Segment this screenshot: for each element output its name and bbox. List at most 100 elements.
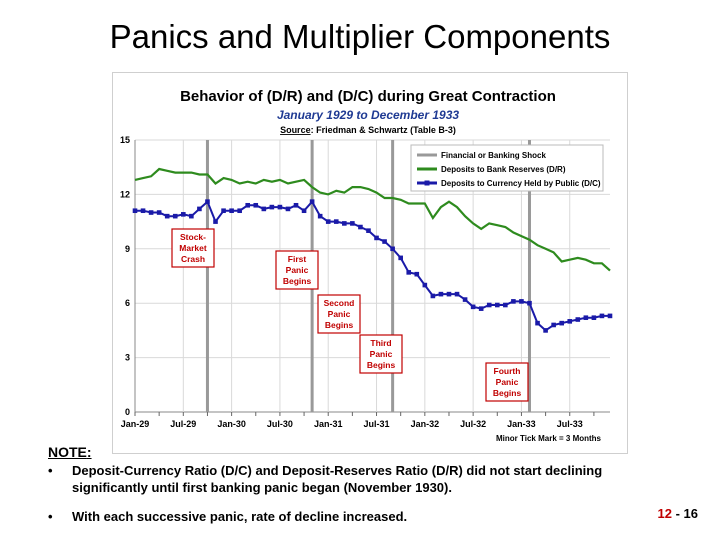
dc-data-point bbox=[454, 291, 460, 297]
dc-data-point bbox=[285, 206, 291, 212]
minor-tick-note: Minor Tick Mark = 3 Months bbox=[496, 434, 602, 443]
annotation-text: Begins bbox=[367, 360, 396, 370]
chart-source: Source: Friedman & Schwartz (Table B-3) bbox=[280, 125, 456, 135]
dc-data-point bbox=[148, 210, 154, 215]
annotation-box bbox=[485, 362, 529, 402]
annotation-text: Panic bbox=[328, 309, 351, 319]
legend-label: Deposits to Bank Reserves (D/R) bbox=[441, 165, 566, 174]
annotation-text: Second bbox=[324, 298, 355, 308]
dc-data-point bbox=[478, 306, 484, 311]
annotation-text: Panic bbox=[286, 265, 309, 275]
dc-data-point bbox=[575, 317, 581, 322]
y-tick-label: 9 bbox=[125, 244, 130, 254]
dc-data-point bbox=[140, 208, 146, 214]
dc-data-point bbox=[535, 320, 540, 326]
x-tick-label: Jan-32 bbox=[411, 419, 440, 429]
chart-source-text: : Friedman & Schwartz (Table B-3) bbox=[311, 125, 456, 135]
dc-data-point bbox=[462, 297, 468, 302]
x-tick-label: Jul-32 bbox=[460, 419, 486, 429]
dc-data-point bbox=[494, 302, 500, 308]
dc-data-point bbox=[333, 219, 339, 224]
note-label: NOTE: bbox=[48, 444, 92, 460]
dc-data-point bbox=[567, 319, 573, 324]
y-tick-label: 12 bbox=[120, 189, 130, 199]
dc-data-point bbox=[301, 208, 307, 214]
dc-data-point bbox=[583, 315, 589, 321]
dc-data-point bbox=[591, 315, 597, 321]
annotation-text: First bbox=[288, 254, 307, 264]
dc-data-point bbox=[486, 302, 492, 308]
y-tick-label: 3 bbox=[125, 353, 130, 363]
dc-data-point bbox=[189, 213, 194, 219]
x-tick-label: Jul-33 bbox=[557, 419, 583, 429]
x-tick-label: Jul-29 bbox=[170, 419, 196, 429]
x-tick-label: Jan-30 bbox=[217, 419, 246, 429]
slide-title: Panics and Multiplier Components bbox=[109, 18, 611, 55]
y-tick-label: 6 bbox=[125, 298, 130, 308]
dc-data-point bbox=[374, 235, 379, 241]
annotation-text: Begins bbox=[283, 276, 312, 286]
dc-data-point bbox=[358, 224, 363, 230]
dc-data-point bbox=[132, 208, 138, 214]
annotation-text: Panic bbox=[370, 349, 393, 359]
legend-marker bbox=[424, 180, 430, 186]
annotation-text: Crash bbox=[181, 254, 205, 264]
dc-data-point bbox=[181, 212, 186, 217]
dc-data-point bbox=[446, 291, 452, 297]
dc-data-point bbox=[229, 208, 234, 214]
dc-series-line bbox=[135, 199, 610, 332]
dc-data-point bbox=[503, 302, 508, 308]
bullet-text: With each successive panic, rate of decl… bbox=[72, 509, 408, 524]
dc-data-point bbox=[213, 219, 218, 224]
y-tick-label: 0 bbox=[125, 407, 130, 417]
dc-data-point bbox=[342, 221, 347, 226]
annotation-text: Stock- bbox=[180, 232, 206, 242]
dc-data-point bbox=[543, 328, 548, 333]
dc-data-point bbox=[350, 221, 355, 226]
dc-data-point bbox=[261, 206, 267, 212]
x-tick-label: Jul-30 bbox=[267, 419, 293, 429]
dc-data-point bbox=[221, 208, 226, 214]
chart-title: Behavior of (D/R) and (D/C) during Great… bbox=[180, 88, 556, 105]
legend-box bbox=[410, 144, 604, 192]
dc-data-point bbox=[277, 204, 283, 210]
dr-series-line bbox=[134, 167, 611, 272]
dc-data-point bbox=[245, 202, 251, 208]
annotation-text: Begins bbox=[325, 320, 354, 330]
annotation-text: Market bbox=[179, 243, 207, 253]
dc-data-point bbox=[382, 239, 387, 244]
dc-data-point bbox=[527, 300, 532, 306]
dc-data-point bbox=[511, 299, 516, 304]
dc-data-point bbox=[406, 270, 412, 275]
dc-data-point bbox=[197, 206, 202, 212]
dc-data-point bbox=[519, 299, 524, 304]
dc-data-point bbox=[366, 228, 371, 233]
dc-data-point bbox=[599, 313, 605, 319]
dc-data-point bbox=[309, 199, 315, 204]
dc-data-point bbox=[269, 204, 275, 210]
annotation-text: Panic bbox=[496, 377, 519, 387]
dc-data-point bbox=[414, 271, 420, 277]
dc-data-point bbox=[293, 202, 299, 208]
annotation-box bbox=[359, 334, 403, 374]
annotation-box bbox=[317, 294, 361, 334]
dc-data-point bbox=[205, 199, 210, 204]
x-tick-label: Jan-33 bbox=[507, 419, 536, 429]
chart-source-prefix: Source bbox=[280, 125, 311, 135]
dc-data-point bbox=[156, 210, 162, 215]
dc-data-point bbox=[438, 291, 444, 297]
chart-frame: Behavior of (D/R) and (D/C) during Great… bbox=[112, 72, 628, 454]
annotation-text: Third bbox=[370, 338, 391, 348]
dc-data-point bbox=[422, 282, 428, 288]
dc-data-point bbox=[172, 213, 178, 219]
legend-label: Deposits to Currency Held by Public (D/C… bbox=[441, 179, 601, 188]
dc-data-point bbox=[390, 246, 395, 252]
dc-data-point bbox=[470, 304, 476, 310]
chart: Behavior of (D/R) and (D/C) during Great… bbox=[120, 88, 613, 443]
x-tick-label: Jul-31 bbox=[364, 419, 390, 429]
dc-data-point bbox=[430, 293, 436, 299]
annotation-box bbox=[275, 250, 319, 290]
annotation-text: Begins bbox=[493, 388, 522, 398]
dc-data-point bbox=[164, 213, 170, 219]
y-tick-label: 15 bbox=[120, 135, 130, 145]
